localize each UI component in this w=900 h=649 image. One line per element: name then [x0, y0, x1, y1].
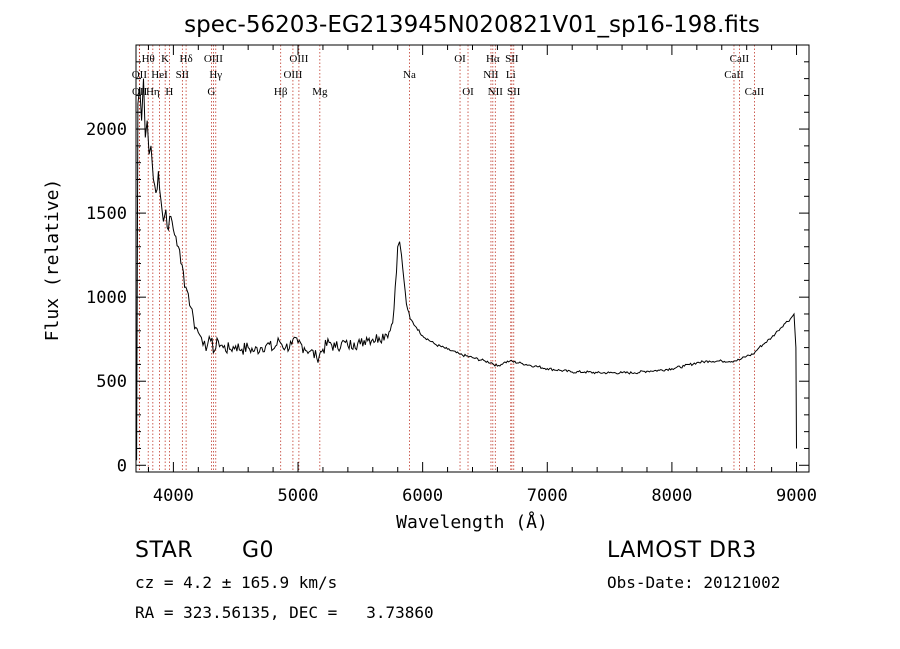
object-subclass: G0	[242, 538, 275, 563]
marker-label: SII	[507, 86, 521, 98]
line-marker-labels: OIIOIIHθHηHeIKHSIIHδGOIIIHγHβOIIIOIIIMgN…	[132, 53, 765, 98]
marker-label: OIII	[283, 69, 302, 81]
marker-label: Mg	[312, 86, 328, 98]
marker-label: SII	[176, 69, 190, 81]
marker-label: Na	[403, 69, 416, 81]
marker-label: OIII	[289, 53, 308, 65]
marker-label: CaII	[745, 86, 765, 98]
y-tick-label: 0	[117, 456, 127, 476]
marker-label: K	[161, 53, 169, 65]
line-marker-lines	[138, 45, 755, 472]
x-tick-label: 6000	[402, 486, 443, 506]
marker-label: CaII	[724, 69, 744, 81]
y-tick-label: 1500	[86, 204, 127, 224]
y-tick-label: 2000	[86, 120, 127, 140]
marker-label: Hθ	[142, 53, 155, 65]
y-tick-label: 1000	[86, 288, 127, 308]
marker-label: OII	[132, 69, 148, 81]
x-axis-label: Wavelength (Å)	[396, 511, 548, 533]
x-tick-label: 5000	[278, 486, 319, 506]
marker-label: Hγ	[209, 69, 222, 81]
object-class: STAR	[135, 538, 194, 563]
x-tick-label: 4000	[153, 486, 194, 506]
x-axis-ticks: 4000 5000 6000 7000 8000 9000	[147, 45, 817, 506]
x-tick-label: 9000	[776, 486, 817, 506]
marker-label: SII	[505, 53, 519, 65]
marker-label: HeI	[151, 69, 168, 81]
marker-label: Hη	[146, 86, 160, 98]
spectrum-line	[136, 78, 797, 461]
y-axis-ticks: 0 500 1000 1500 2000	[86, 61, 809, 476]
plot-frame	[135, 44, 810, 473]
redshift-text: cz = 4.2 ± 165.9 km/s	[135, 573, 338, 592]
survey-name: LAMOST DR3	[607, 538, 757, 563]
x-tick-label: 8000	[651, 486, 692, 506]
marker-label: NII	[488, 86, 504, 98]
marker-label: G	[207, 86, 215, 98]
y-tick-label: 500	[96, 372, 127, 392]
y-axis-label: Flux (relative)	[42, 179, 63, 342]
marker-label: NII	[483, 69, 499, 81]
radec-text: RA = 323.56135, DEC = 3.73860	[135, 603, 434, 622]
marker-label: OI	[454, 53, 466, 65]
chart-title: spec-56203-EG213945N020821V01_sp16-198.f…	[184, 12, 760, 38]
marker-label: OIII	[204, 53, 223, 65]
marker-label: Hβ	[274, 86, 288, 98]
marker-label: H	[165, 86, 173, 98]
marker-label: Hδ	[180, 53, 193, 65]
x-tick-label: 7000	[527, 486, 568, 506]
marker-label: OI	[462, 86, 474, 98]
marker-label: Hα	[486, 53, 500, 65]
obs-date-text: Obs-Date: 20121002	[607, 573, 781, 592]
marker-label: Li	[506, 69, 516, 81]
marker-label: CaII	[730, 53, 750, 65]
